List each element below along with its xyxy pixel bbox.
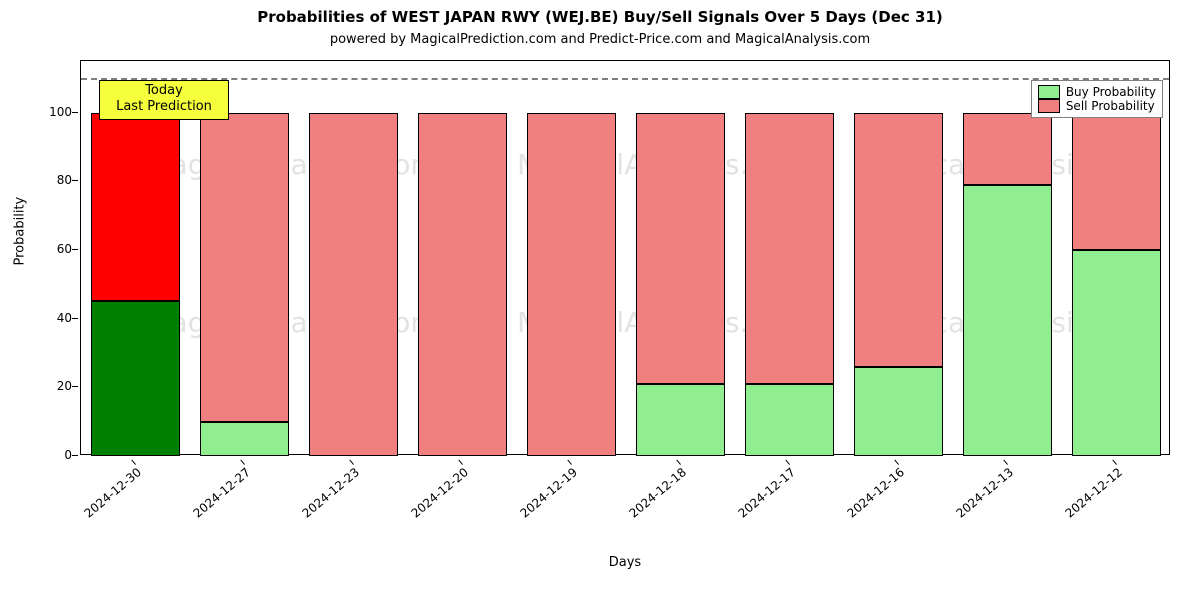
y-tick: 80 [46, 173, 72, 187]
bar-sell [963, 113, 1052, 185]
bar-sell [91, 113, 180, 302]
bar-buy [1072, 250, 1161, 456]
x-tick: 2024-12-18 [626, 465, 688, 521]
legend-swatch-buy [1038, 85, 1060, 99]
x-tick: 2024-12-12 [1062, 465, 1124, 521]
y-tick: 40 [46, 311, 72, 325]
y-tick: 100 [46, 105, 72, 119]
bar-sell [854, 113, 943, 367]
x-tick: 2024-12-17 [735, 465, 797, 521]
y-tick: 20 [46, 379, 72, 393]
bar-buy [745, 384, 834, 456]
x-tick: 2024-12-20 [408, 465, 470, 521]
reference-line [81, 78, 1169, 80]
bar-buy [963, 185, 1052, 456]
bar-sell [527, 113, 616, 456]
x-tick: 2024-12-30 [81, 465, 143, 521]
y-tick: 0 [46, 448, 72, 462]
x-tick: 2024-12-16 [844, 465, 906, 521]
bar-buy [854, 367, 943, 456]
bar-sell [418, 113, 507, 456]
bar-sell [200, 113, 289, 422]
x-axis-label: Days [525, 555, 725, 570]
legend: Buy Probability Sell Probability [1031, 80, 1163, 118]
legend-swatch-sell [1038, 99, 1060, 113]
x-tick: 2024-12-23 [299, 465, 361, 521]
bar-buy [200, 422, 289, 456]
bar-sell [1072, 113, 1161, 250]
legend-label-sell: Sell Probability [1066, 99, 1155, 113]
y-tick: 60 [46, 242, 72, 256]
today-annotation: Today Last Prediction [99, 80, 229, 120]
plot-area: MagicalAnalysis.comMagicalAnalysis.comMa… [80, 60, 1170, 455]
chart-root: Probabilities of WEST JAPAN RWY (WEJ.BE)… [0, 0, 1200, 600]
today-annotation-line1: Today [100, 83, 228, 99]
bar-sell [309, 113, 398, 456]
bar-sell [745, 113, 834, 384]
legend-row-sell: Sell Probability [1038, 99, 1156, 113]
chart-subtitle: powered by MagicalPrediction.com and Pre… [0, 32, 1200, 47]
bar-buy [91, 301, 180, 456]
y-axis-label: Probability [13, 245, 28, 265]
legend-row-buy: Buy Probability [1038, 85, 1156, 99]
bar-sell [636, 113, 725, 384]
legend-label-buy: Buy Probability [1066, 85, 1156, 99]
x-tick: 2024-12-19 [517, 465, 579, 521]
today-annotation-line2: Last Prediction [100, 99, 228, 115]
x-tick: 2024-12-13 [953, 465, 1015, 521]
x-tick: 2024-12-27 [190, 465, 252, 521]
chart-title: Probabilities of WEST JAPAN RWY (WEJ.BE)… [0, 8, 1200, 26]
bar-buy [636, 384, 725, 456]
